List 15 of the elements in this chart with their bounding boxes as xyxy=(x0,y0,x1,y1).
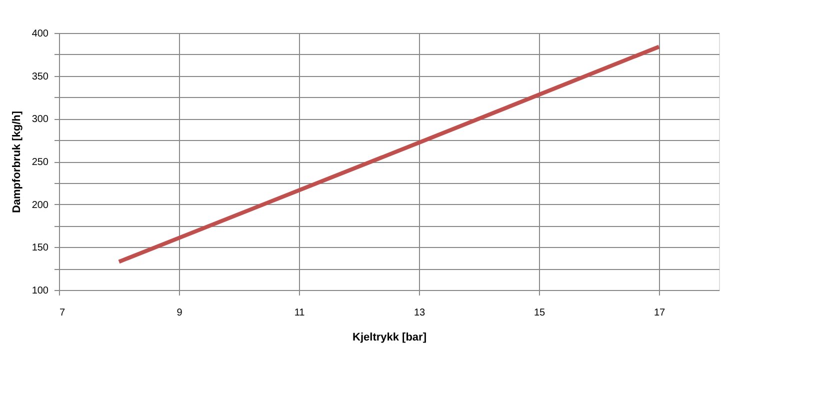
y-tick-label: 100 xyxy=(32,286,49,296)
x-tick-label: 17 xyxy=(654,308,666,318)
x-tick-label: 13 xyxy=(414,308,426,318)
y-tick-label: 300 xyxy=(32,114,49,126)
x-tick-label: 11 xyxy=(294,308,306,318)
y-tick-label: 200 xyxy=(32,200,49,211)
y-tick-label: 400 xyxy=(32,28,49,40)
y-tick-label: 350 xyxy=(32,71,49,82)
y-tick-label: 250 xyxy=(32,157,49,168)
y-axis-title: Dampforbruk [kg/h] xyxy=(10,110,23,214)
x-tick-label: 7 xyxy=(60,308,66,318)
x-axis-title: Kjeltrykk [bar] xyxy=(352,332,427,344)
x-tick-label: 9 xyxy=(176,308,183,318)
y-tick-label: 150 xyxy=(32,242,49,254)
x-tick-label: 15 xyxy=(534,308,546,318)
